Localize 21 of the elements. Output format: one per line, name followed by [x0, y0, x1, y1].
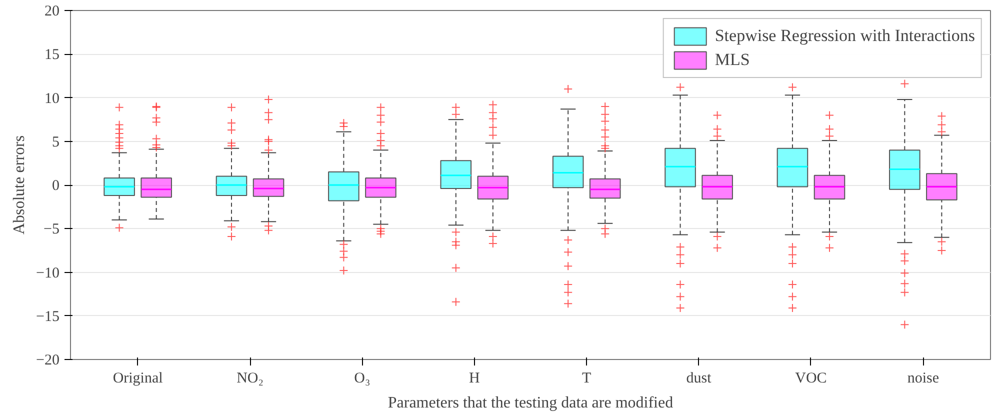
y-tick-label: −10	[36, 265, 60, 282]
x-tick-label: noise	[907, 370, 940, 386]
y-axis-title: Absolute errors	[11, 135, 28, 235]
y-tick-label: 15	[44, 47, 60, 64]
x-tick-label: VOC	[795, 370, 827, 386]
legend-label: Stepwise Regression with Interactions	[714, 26, 975, 46]
x-axis-title: Parameters that the testing data are modified	[388, 394, 674, 412]
x-tick-label: O₃	[354, 370, 370, 386]
x-tick-label: dust	[686, 370, 712, 386]
x-tick-label: NO₂	[236, 370, 264, 386]
y-tick-label: 10	[44, 90, 60, 107]
x-tick-label: T	[582, 370, 592, 386]
y-tick-label: 0	[52, 178, 60, 194]
x-tick-label: Original	[112, 370, 163, 386]
y-tick-label: −20	[36, 352, 60, 368]
legend-label: MLS	[714, 50, 750, 70]
x-tick-label: H	[468, 370, 480, 386]
y-tick-label: 5	[52, 134, 60, 150]
y-tick-label: −15	[36, 308, 60, 325]
y-tick-label: −5	[44, 222, 60, 238]
y-tick-label: 20	[44, 4, 60, 20]
